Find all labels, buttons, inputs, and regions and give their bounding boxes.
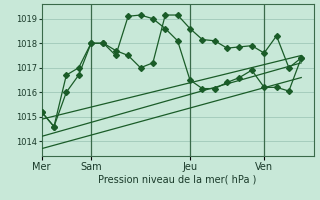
X-axis label: Pression niveau de la mer( hPa ): Pression niveau de la mer( hPa ): [99, 174, 257, 184]
